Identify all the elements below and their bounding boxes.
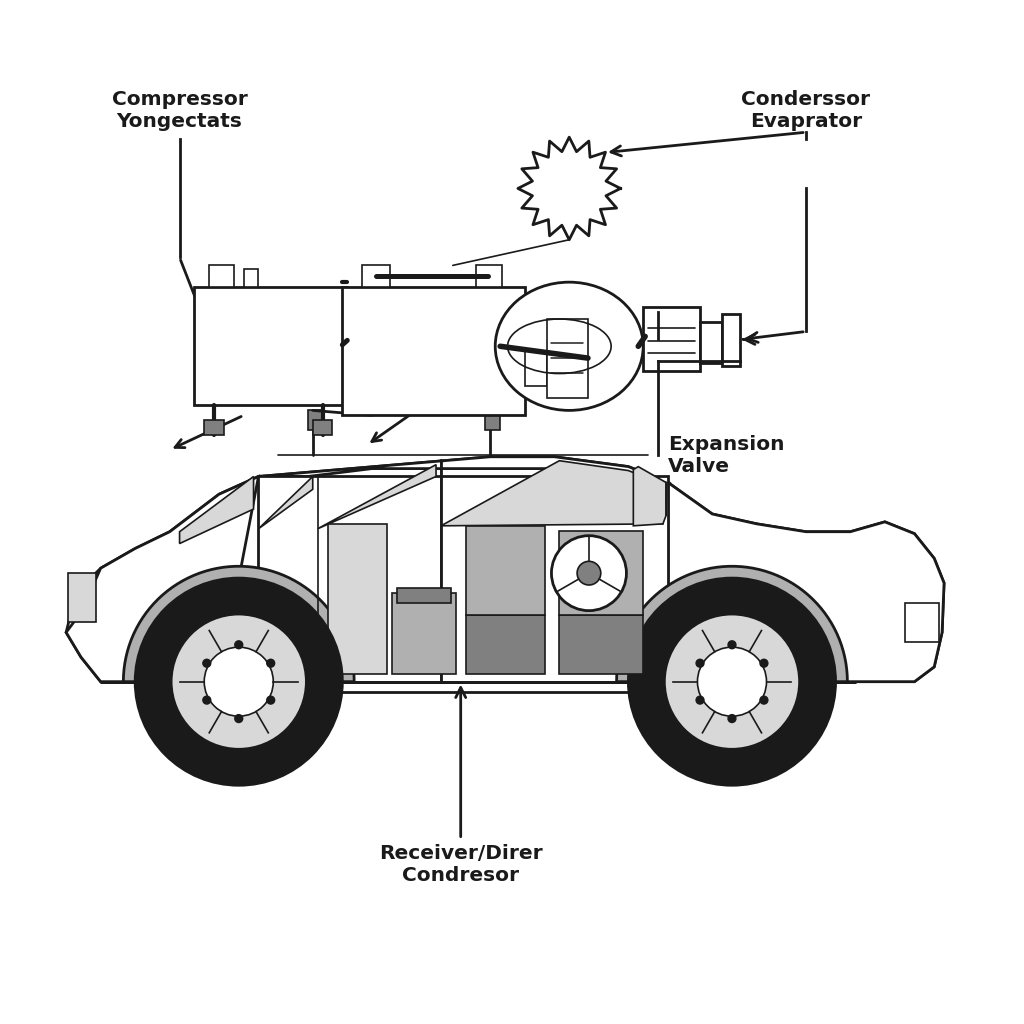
Polygon shape — [123, 566, 354, 682]
Polygon shape — [643, 307, 700, 371]
Polygon shape — [69, 573, 95, 623]
Polygon shape — [258, 476, 312, 528]
Polygon shape — [616, 566, 848, 682]
Polygon shape — [312, 420, 333, 435]
Polygon shape — [396, 588, 451, 603]
Polygon shape — [179, 476, 254, 544]
Circle shape — [629, 579, 836, 785]
Circle shape — [665, 614, 799, 749]
Polygon shape — [308, 411, 323, 430]
Polygon shape — [722, 313, 740, 366]
Polygon shape — [466, 525, 545, 614]
Circle shape — [267, 659, 274, 668]
Polygon shape — [475, 265, 502, 287]
Circle shape — [135, 579, 342, 785]
Polygon shape — [244, 269, 258, 287]
Circle shape — [760, 696, 768, 705]
Polygon shape — [195, 287, 347, 406]
Text: Compressor
Yongectats: Compressor Yongectats — [112, 90, 248, 131]
Text: Expansion
Valve: Expansion Valve — [668, 435, 784, 476]
Polygon shape — [258, 476, 668, 682]
Circle shape — [697, 647, 767, 716]
Ellipse shape — [496, 283, 643, 411]
Circle shape — [696, 659, 703, 668]
Polygon shape — [518, 137, 621, 240]
Circle shape — [203, 659, 211, 668]
Circle shape — [696, 696, 703, 705]
Circle shape — [234, 641, 243, 649]
Polygon shape — [258, 457, 668, 484]
Polygon shape — [700, 322, 722, 364]
Polygon shape — [904, 603, 939, 642]
Polygon shape — [67, 457, 944, 682]
Text: Receiver/Direr
Condresor: Receiver/Direr Condresor — [379, 845, 543, 886]
Polygon shape — [559, 530, 643, 614]
Circle shape — [203, 696, 211, 705]
Circle shape — [728, 641, 736, 649]
Polygon shape — [633, 467, 666, 525]
Polygon shape — [547, 318, 588, 397]
Polygon shape — [204, 420, 224, 435]
Text: Conderssor
Evaprator: Conderssor Evaprator — [741, 90, 870, 131]
Polygon shape — [391, 593, 456, 674]
Circle shape — [172, 614, 306, 749]
Polygon shape — [559, 614, 643, 674]
Circle shape — [578, 561, 601, 585]
Polygon shape — [466, 614, 545, 674]
Polygon shape — [342, 287, 525, 416]
Polygon shape — [668, 482, 944, 682]
Polygon shape — [362, 265, 390, 287]
Circle shape — [760, 659, 768, 668]
Polygon shape — [317, 465, 436, 528]
Polygon shape — [328, 524, 387, 674]
Circle shape — [204, 647, 273, 716]
Circle shape — [728, 715, 736, 723]
Circle shape — [267, 696, 274, 705]
Polygon shape — [485, 411, 500, 430]
Circle shape — [552, 536, 627, 610]
Polygon shape — [209, 265, 233, 287]
Polygon shape — [441, 461, 663, 525]
Circle shape — [234, 715, 243, 723]
Polygon shape — [67, 476, 258, 682]
Polygon shape — [525, 351, 547, 386]
